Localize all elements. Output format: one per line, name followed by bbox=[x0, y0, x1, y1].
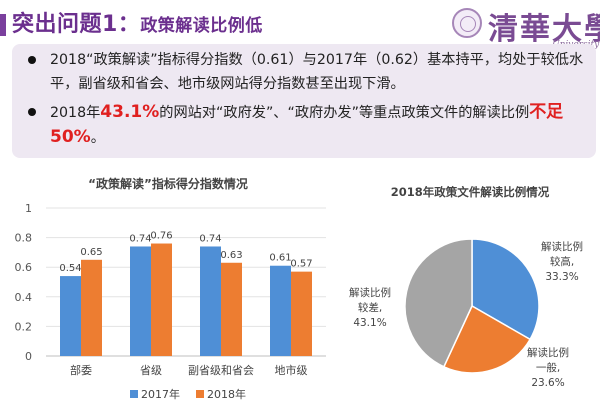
bullet-2-percent: 43.1% bbox=[100, 102, 160, 122]
pie-slice-label: 解读比例 bbox=[527, 346, 569, 359]
pie-slice-label: 较高, bbox=[550, 255, 574, 268]
bullet-dot-icon bbox=[28, 56, 36, 64]
tsinghua-logo: 清華大學 University bbox=[448, 4, 600, 50]
bar-chart-bars: 0.540.650.740.76 0.740.63 0.610.57 bbox=[59, 231, 313, 356]
bar-value-label: 0.65 bbox=[80, 247, 102, 258]
bar-chart-axis: 0 0.2 0.4 0.6 0.8 1 部委 省级 副省级和省会 地市级 bbox=[15, 202, 308, 377]
bar-value-label: 0.54 bbox=[59, 263, 81, 274]
bar-chart-title: “政策解读”指标得分指数情况 bbox=[88, 176, 248, 191]
legend-swatch bbox=[130, 390, 138, 398]
bar-2017 bbox=[270, 265, 291, 356]
title-accent-bar bbox=[0, 14, 6, 36]
bar-chart-legend: 2017年 2018年 bbox=[130, 387, 246, 401]
bar-value-label: 0.76 bbox=[150, 231, 172, 242]
bar-value-label: 0.74 bbox=[129, 233, 151, 244]
bullet-dot-icon bbox=[28, 108, 36, 116]
title-bar: 突出问题1：政策解读比例低 bbox=[0, 0, 600, 44]
page-title-main: 突出问题1： bbox=[12, 12, 141, 37]
bullet-2-text-a: 2018年 bbox=[50, 105, 101, 121]
bar-value-label: 0.57 bbox=[290, 259, 312, 270]
y-tick-label: 1 bbox=[25, 202, 32, 215]
page-title: 突出问题1：政策解读比例低 bbox=[12, 6, 263, 38]
pie-slice-label: 较差, bbox=[358, 301, 382, 314]
bullet-2-text-b: 的网站对“政府发”、“政府办发”等重点政策文件的解读比例 bbox=[159, 105, 530, 121]
legend-swatch bbox=[196, 390, 204, 398]
page-title-sub: 政策解读比例低 bbox=[140, 16, 263, 36]
x-tick-label: 副省级和省会 bbox=[188, 364, 254, 377]
pie-slice-label: 解读比例 bbox=[349, 286, 391, 299]
bar-2018 bbox=[221, 262, 242, 356]
summary-bullet-1: 2018“政策解读”指标得分指数（0.61）与2017年（0.62）基本持平，均… bbox=[24, 48, 584, 96]
bar-value-label: 0.63 bbox=[220, 250, 242, 261]
bar-value-label: 0.61 bbox=[269, 253, 291, 264]
pie-value-label: 43.1% bbox=[353, 317, 386, 329]
x-tick-label: 地市级 bbox=[275, 363, 308, 377]
y-tick-label: 0.6 bbox=[15, 261, 33, 274]
legend-label: 2017年 bbox=[141, 387, 180, 401]
pie-chart-slices bbox=[404, 238, 540, 374]
bar-2018 bbox=[151, 243, 172, 356]
bar-chart: “政策解读”指标得分指数情况 0.540.650.740.76 0.740.63 0… bbox=[15, 176, 326, 401]
pie-slice bbox=[442, 304, 532, 374]
y-tick-label: 0.4 bbox=[15, 291, 33, 304]
pie-value-label: 23.6% bbox=[531, 377, 564, 389]
bar-2017 bbox=[60, 276, 81, 356]
bullet-2-text-end: 。 bbox=[90, 130, 105, 146]
bar-2017 bbox=[130, 246, 151, 356]
y-tick-label: 0 bbox=[25, 350, 32, 363]
summary-box: 2018“政策解读”指标得分指数（0.61）与2017年（0.62）基本持平，均… bbox=[12, 44, 596, 158]
bullet-1-text: 2018“政策解读”指标得分指数（0.61）与2017年（0.62）基本持平，均… bbox=[50, 52, 584, 92]
summary-bullet-2: 2018年43.1%的网站对“政府发”、“政府办发”等重点政策文件的解读比例不足… bbox=[24, 100, 584, 150]
pie-slice-label: 一般, bbox=[536, 361, 560, 374]
bullet-2-highlight-50: 50% bbox=[50, 127, 91, 147]
pie-chart: 2018年政策文件解读比例情况 解读比例较高,33.3%解读比例一般,23.6%… bbox=[349, 185, 583, 389]
pie-chart-title: 2018年政策文件解读比例情况 bbox=[391, 185, 550, 199]
legend-label: 2018年 bbox=[207, 387, 246, 401]
university-seal-icon bbox=[452, 8, 482, 38]
pie-slice-label: 解读比例 bbox=[541, 240, 583, 253]
bullet-2-highlight-not-enough: 不足 bbox=[529, 102, 564, 122]
logo-chinese-text: 清華大學 bbox=[488, 12, 600, 47]
bar-2017 bbox=[200, 246, 221, 356]
pie-slice bbox=[404, 238, 473, 368]
pie-value-label: 33.3% bbox=[545, 271, 578, 283]
bar-2018 bbox=[291, 271, 312, 356]
y-tick-label: 0.8 bbox=[15, 232, 33, 245]
pie-slice bbox=[471, 238, 540, 341]
bar-value-label: 0.74 bbox=[199, 233, 221, 244]
bar-2018 bbox=[81, 259, 102, 356]
x-tick-label: 省级 bbox=[140, 364, 162, 377]
x-tick-label: 部委 bbox=[70, 363, 92, 377]
y-tick-label: 0.2 bbox=[15, 320, 33, 333]
